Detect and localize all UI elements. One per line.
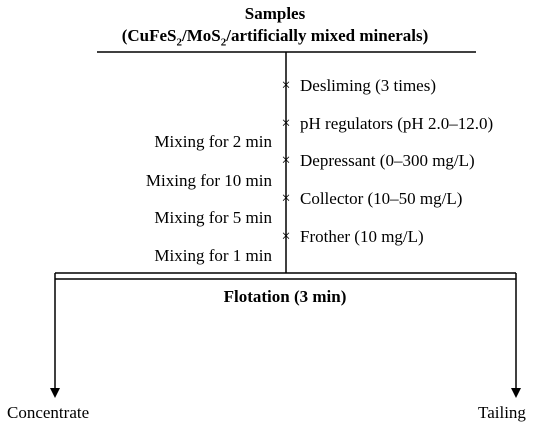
flotation-label: Flotation (3 min) bbox=[223, 287, 347, 306]
subtitle-sub-1: 2 bbox=[176, 36, 182, 49]
step-marker-depressant: × bbox=[281, 152, 291, 169]
subtitle-part-2: /MoS bbox=[181, 26, 221, 45]
mixing-label-2min: Mixing for 2 min bbox=[154, 132, 272, 151]
mixing-label-1min: Mixing for 1 min bbox=[154, 246, 272, 265]
subtitle-sub-2: 2 bbox=[220, 36, 227, 49]
output-concentrate: Concentrate bbox=[7, 403, 90, 422]
output-tailing: Tailing bbox=[478, 403, 526, 422]
subtitle-part-1: (CuFeS bbox=[121, 26, 177, 45]
step-label-ph-regulators: pH regulators (pH 2.0–12.0) bbox=[300, 114, 494, 133]
step-marker-desliming: × bbox=[281, 77, 291, 94]
step-label-frother: Frother (10 mg/L) bbox=[300, 227, 424, 246]
step-label-desliming: Desliming (3 times) bbox=[300, 76, 436, 95]
samples-title: Samples bbox=[244, 4, 306, 23]
step-label-depressant: Depressant (0–300 mg/L) bbox=[300, 151, 475, 170]
step-marker-ph: × bbox=[281, 115, 291, 132]
concentrate-arrowhead bbox=[50, 388, 60, 398]
step-marker-collector: × bbox=[281, 190, 291, 207]
tailing-arrowhead bbox=[511, 388, 521, 398]
samples-subtitle: (CuFeS2/MoS2/artificially mixed minerals… bbox=[75, 26, 475, 52]
mixing-label-10min: Mixing for 10 min bbox=[145, 171, 272, 190]
step-marker-frother: × bbox=[281, 228, 291, 245]
step-label-collector: Collector (10–50 mg/L) bbox=[300, 189, 463, 208]
subtitle-part-3: /artificially mixed minerals) bbox=[226, 26, 429, 45]
mixing-label-5min: Mixing for 5 min bbox=[154, 208, 272, 227]
